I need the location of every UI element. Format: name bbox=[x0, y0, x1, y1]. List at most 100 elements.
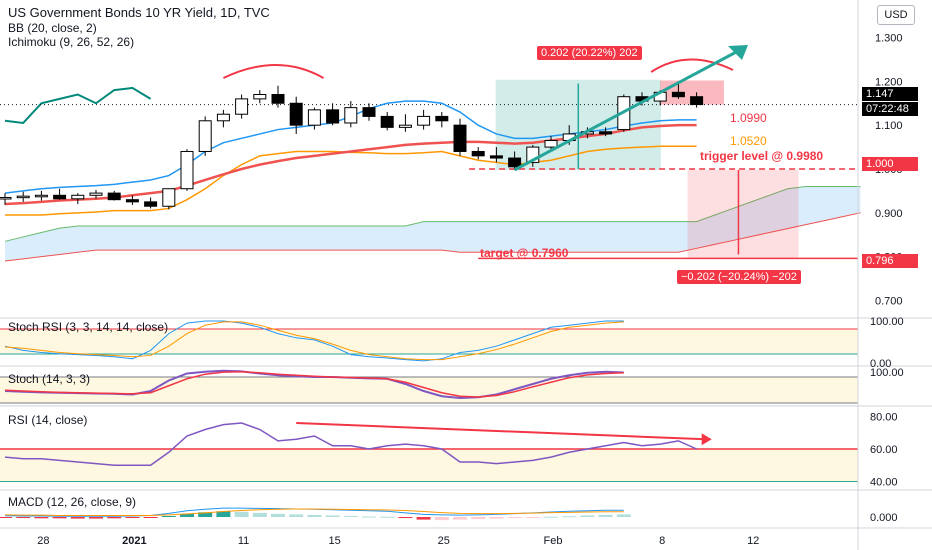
macd-histogram-bar bbox=[161, 515, 176, 517]
candle-body bbox=[271, 94, 285, 104]
candle-body bbox=[690, 96, 704, 106]
time-tick-label: 15 bbox=[328, 535, 340, 547]
stoch-rsi-tick: 0.00 bbox=[870, 358, 891, 370]
macd-histogram-bar bbox=[34, 517, 49, 519]
down-measure-rect bbox=[687, 169, 799, 259]
macd-histogram-bar bbox=[416, 517, 431, 520]
level-1052-label: 1.0520 bbox=[730, 134, 767, 148]
candle-body bbox=[89, 192, 103, 196]
candle-body bbox=[380, 115, 394, 128]
trend-arrow-head bbox=[728, 45, 748, 60]
stoch-rsi-k bbox=[4, 320, 624, 362]
macd-histogram-bar bbox=[580, 515, 595, 517]
rsi-line bbox=[4, 422, 697, 466]
candle-body bbox=[599, 131, 613, 135]
bb-legend[interactable]: BB (20, close, 2) bbox=[8, 21, 97, 35]
ichimoku-span-b bbox=[4, 212, 861, 262]
ichimoku-cloud bbox=[5, 186, 861, 262]
candle-body bbox=[435, 115, 449, 122]
macd-histogram-bar bbox=[252, 512, 267, 517]
price-pane bbox=[0, 45, 861, 262]
macd-histogram-bar bbox=[362, 516, 376, 518]
macd-histogram-bar bbox=[453, 517, 467, 520]
time-tick-label: 11 bbox=[238, 535, 249, 547]
candle-body bbox=[671, 91, 685, 98]
time-tick-label: 25 bbox=[438, 535, 450, 547]
macd-histogram-bar bbox=[180, 513, 194, 517]
macd-histogram-bar bbox=[380, 516, 395, 518]
rsi-tick: 80.00 bbox=[870, 412, 898, 424]
price-tick-label: 1.300 bbox=[875, 33, 903, 45]
candle-body bbox=[489, 155, 503, 159]
price-tick-label: 1.100 bbox=[875, 120, 903, 132]
stoch-band bbox=[0, 377, 858, 403]
ichimoku-legend[interactable]: Ichimoku (9, 26, 52, 26) bbox=[8, 35, 135, 49]
macd-histogram-bar bbox=[234, 511, 249, 517]
rsi-tick: 60.00 bbox=[870, 444, 898, 456]
macd-histogram-bar bbox=[0, 517, 12, 518]
candle-body bbox=[326, 109, 340, 124]
last-price-tag: 1.147 bbox=[862, 87, 918, 101]
candle-body bbox=[471, 150, 485, 157]
macd-histogram-bar bbox=[89, 517, 103, 519]
macd-histogram-bar bbox=[325, 515, 340, 517]
macd-histogram-bar bbox=[70, 517, 85, 519]
price-tick-label: 0.900 bbox=[875, 208, 903, 220]
rsi-tick: 40.00 bbox=[870, 477, 898, 489]
candle-body bbox=[71, 194, 85, 200]
price-tick-label: 0.700 bbox=[875, 295, 903, 307]
trend-arrow bbox=[513, 48, 741, 172]
macd-histogram-bar bbox=[598, 514, 613, 517]
stoch-rsi-tick: 100.00 bbox=[870, 316, 904, 328]
time-tick-label: 28 bbox=[37, 535, 49, 547]
macd-histogram-bar bbox=[143, 517, 158, 518]
ichimoku-lagging-span bbox=[4, 86, 152, 125]
candle-body bbox=[398, 124, 412, 128]
candle-body bbox=[198, 120, 212, 152]
rsi-divergence-line bbox=[296, 422, 706, 441]
level-1000-tag: 1.000 bbox=[862, 157, 918, 171]
macd-signal-line bbox=[4, 508, 624, 516]
macd-histogram-bar bbox=[198, 512, 213, 517]
countdown-tag: 07:22:48 bbox=[862, 102, 918, 116]
candle-body bbox=[544, 140, 558, 148]
level-796-tag: 0.796 bbox=[862, 254, 918, 268]
stoch-rsi-label[interactable]: Stoch RSI (3, 3, 14, 14, close) bbox=[8, 320, 169, 334]
macd-histogram-bar bbox=[271, 513, 285, 517]
ichimoku-span-a bbox=[4, 186, 861, 242]
trigger-label: trigger level @ 0.9980 bbox=[696, 148, 828, 164]
top-arc-2 bbox=[650, 58, 734, 73]
stoch-rsi-d bbox=[4, 321, 624, 361]
up-measure-box: 0.202 (20.22%) 202 bbox=[537, 46, 642, 60]
candle-body bbox=[144, 201, 158, 207]
candle-body bbox=[125, 199, 139, 203]
candle-body bbox=[0, 196, 12, 200]
rsi-label[interactable]: RSI (14, close) bbox=[8, 413, 88, 427]
candle-body bbox=[253, 94, 267, 100]
macd-label[interactable]: MACD (12, 26, close, 9) bbox=[8, 495, 137, 509]
candle-body bbox=[216, 113, 230, 122]
macd-histogram-bar bbox=[16, 517, 31, 519]
down-measure-box: −0.202 (−20.24%) −202 bbox=[677, 270, 801, 284]
macd-histogram-bar bbox=[107, 517, 122, 519]
macd-histogram-bar bbox=[398, 517, 413, 519]
stoch-label[interactable]: Stoch (14, 3, 3) bbox=[8, 372, 91, 386]
candle-body bbox=[16, 195, 30, 199]
stoch-tick: 100.00 bbox=[870, 367, 904, 379]
macd-histogram-bar bbox=[471, 517, 486, 520]
currency-badge[interactable]: USD bbox=[877, 5, 915, 25]
macd-histogram-bar bbox=[343, 515, 358, 517]
candle-body bbox=[107, 192, 121, 201]
macd-histogram-bar bbox=[307, 514, 322, 517]
price-tick-label: 1.200 bbox=[875, 76, 903, 88]
macd-histogram-bar bbox=[507, 517, 522, 519]
macd-histogram-bar bbox=[434, 517, 449, 521]
candle-body bbox=[344, 107, 358, 124]
indicator-panes bbox=[0, 320, 858, 521]
stoch-d bbox=[4, 370, 624, 398]
symbol-title[interactable]: US Government Bonds 10 YR Yield, 1D, TVC bbox=[8, 5, 270, 20]
macd-histogram-bar bbox=[525, 517, 540, 518]
target-label: target @ 0.7960 bbox=[480, 246, 569, 260]
